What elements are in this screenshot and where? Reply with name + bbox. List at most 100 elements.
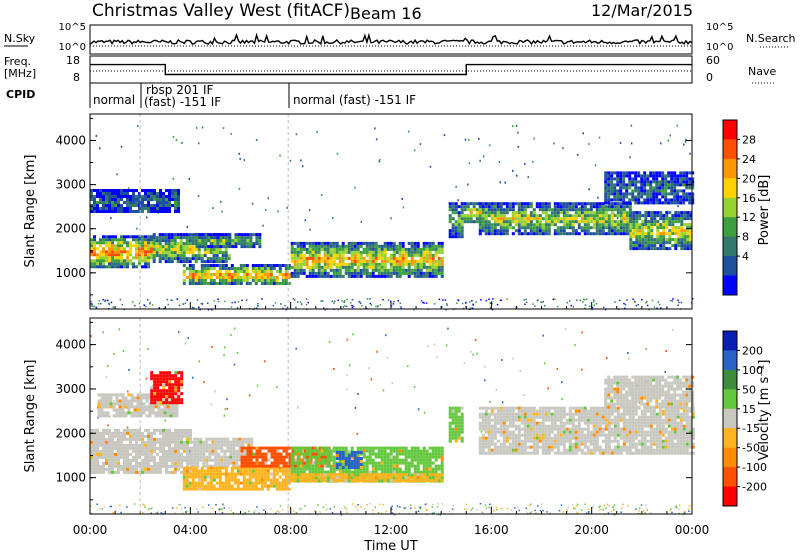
velocity-speck xyxy=(566,509,568,511)
power-cell xyxy=(649,171,653,175)
power-cell xyxy=(203,264,207,267)
power-cell xyxy=(182,248,186,252)
power-cell xyxy=(152,239,156,243)
power-speck xyxy=(342,306,345,308)
power-cell xyxy=(144,207,147,210)
power-cell xyxy=(138,195,141,198)
power-cell xyxy=(209,282,213,285)
velocity-cell xyxy=(186,455,189,459)
power-cell xyxy=(428,250,432,254)
power-cell xyxy=(550,211,554,215)
velocity-scatter-point xyxy=(346,338,349,341)
velocity-cell xyxy=(93,470,96,474)
power-cell xyxy=(398,259,402,263)
velocity-cell xyxy=(281,481,285,485)
power-cell xyxy=(631,195,635,199)
velocity-cell xyxy=(232,446,236,450)
power-cell xyxy=(111,235,114,239)
velocity-cell xyxy=(90,452,93,456)
velocity-cell xyxy=(135,449,138,453)
power-cell xyxy=(401,259,405,263)
velocity-speck xyxy=(149,507,151,510)
power-cell xyxy=(665,238,669,242)
power-cell xyxy=(559,220,563,224)
power-cell xyxy=(111,262,114,266)
power-cell xyxy=(188,282,192,285)
velocity-speck xyxy=(391,508,393,510)
velocity-cell xyxy=(196,458,200,462)
power-speck xyxy=(119,298,122,301)
velocity-cell xyxy=(108,449,111,453)
velocity-cell xyxy=(211,437,215,441)
power-cell xyxy=(215,260,219,264)
power-cell xyxy=(368,241,372,245)
power-cell xyxy=(565,223,569,227)
power-cell xyxy=(472,220,476,224)
power-cell xyxy=(619,171,623,175)
power-speck xyxy=(100,302,102,305)
power-cell xyxy=(668,247,672,251)
power-cell xyxy=(314,244,318,248)
power-cell xyxy=(658,171,662,175)
velocity-speck xyxy=(463,508,466,510)
power-cell xyxy=(631,198,635,202)
power-cell xyxy=(653,247,657,251)
power-cell xyxy=(93,198,96,201)
power-cell xyxy=(454,229,458,233)
power-cell xyxy=(365,247,369,251)
power-speck xyxy=(361,305,363,307)
power-cell xyxy=(308,271,312,275)
velocity-cell xyxy=(171,431,174,435)
power-cell xyxy=(437,259,441,263)
velocity-speck xyxy=(488,506,490,509)
power-cell xyxy=(523,208,527,212)
nave-label: Nave xyxy=(748,65,776,78)
velocity-cell xyxy=(138,455,141,459)
velocity-cell xyxy=(248,481,252,485)
power-cell xyxy=(219,233,223,237)
power-cell xyxy=(607,177,611,181)
velocity-cell xyxy=(220,455,224,459)
power-cell xyxy=(556,214,560,218)
velocity-cell xyxy=(135,431,138,435)
power-cell xyxy=(347,256,351,260)
power-cell xyxy=(532,223,536,227)
power-cell xyxy=(182,233,186,237)
power-cell xyxy=(182,242,186,246)
velocity-cell xyxy=(159,464,162,468)
velocity-cell xyxy=(150,440,153,444)
power-cell xyxy=(129,204,132,207)
power-cell xyxy=(658,174,662,178)
power-cell xyxy=(269,282,273,285)
power-cell xyxy=(689,241,693,245)
power-cell xyxy=(392,271,396,275)
power-cell xyxy=(174,207,177,210)
power-cell xyxy=(174,198,177,201)
velocity-speck xyxy=(537,505,539,507)
power-cell xyxy=(123,195,126,198)
power-cell xyxy=(419,274,423,278)
power-cell xyxy=(269,273,273,276)
power-cell xyxy=(194,257,198,261)
power-cell xyxy=(161,248,165,252)
power-speck xyxy=(461,302,464,305)
power-cell xyxy=(571,208,575,212)
power-cell xyxy=(641,232,645,236)
velocity-cell xyxy=(111,461,114,465)
power-cell xyxy=(647,241,651,245)
velocity-cell xyxy=(144,443,147,447)
velocity-cell xyxy=(229,440,233,444)
power-cell xyxy=(224,254,228,258)
power-cell xyxy=(616,214,620,218)
power-cell xyxy=(126,204,129,207)
velocity-cell xyxy=(117,446,120,450)
power-cell xyxy=(520,208,524,212)
power-cell xyxy=(592,217,596,221)
power-cell xyxy=(416,247,420,251)
velocity-cell xyxy=(282,449,286,453)
velocity-scatter-point xyxy=(223,354,225,357)
power-cell xyxy=(656,247,660,251)
power-cell xyxy=(206,270,210,273)
power-cell xyxy=(174,201,177,204)
velocity-speck xyxy=(608,505,610,507)
